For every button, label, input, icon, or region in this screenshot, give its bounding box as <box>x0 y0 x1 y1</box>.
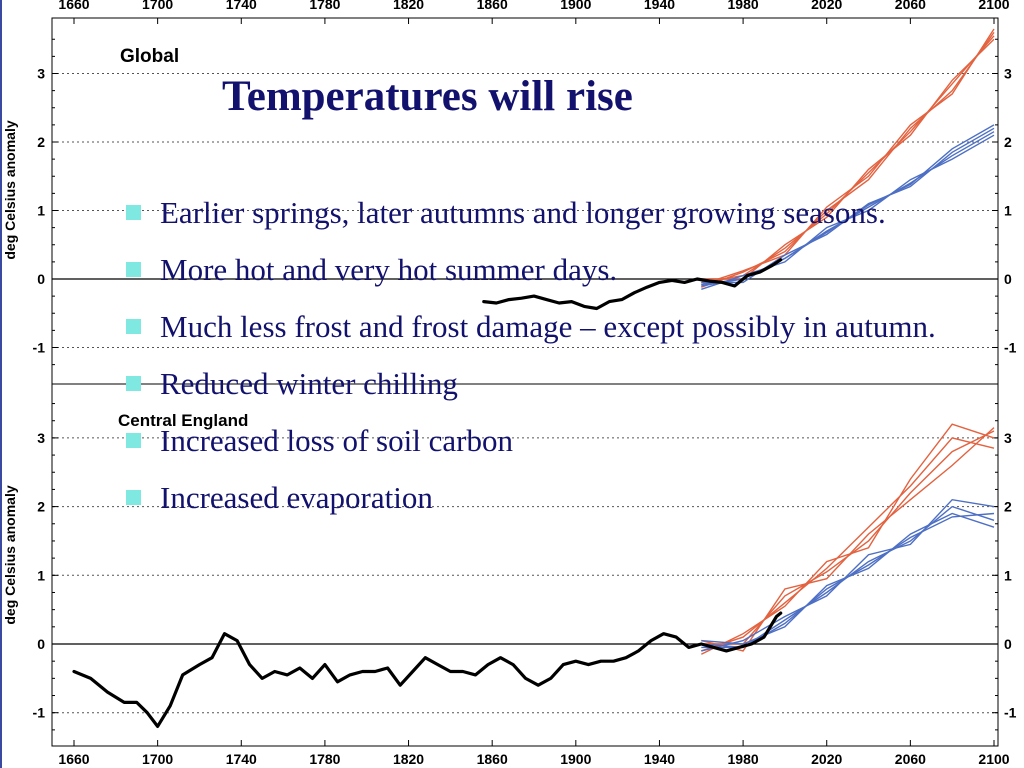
x-tick-label-top: 2060 <box>895 0 926 12</box>
x-tick-label-top: 1740 <box>226 0 257 12</box>
x-tick-label-top: 1900 <box>560 0 591 12</box>
x-tick-label-top: 1940 <box>644 0 675 12</box>
square-bullet-icon <box>126 433 141 448</box>
projection-line-high <box>700 423 995 655</box>
x-tick-label-top: 2100 <box>978 0 1009 12</box>
x-tick-label-bottom: 1740 <box>226 751 257 767</box>
x-tick-label-bottom: 1660 <box>58 751 89 767</box>
x-tick-label-bottom: 1860 <box>477 751 508 767</box>
projection-line-high <box>701 28 995 286</box>
y-tick-label-right: 2 <box>1004 499 1012 515</box>
bullet-item: Increased loss of soil carbon <box>120 420 980 462</box>
x-tick-label-bottom: 2060 <box>895 751 926 767</box>
bullet-item: More hot and very hot summer days. <box>120 249 980 291</box>
bullet-text: Increased loss of soil carbon <box>160 423 513 458</box>
y-tick-label-left: 3 <box>37 66 45 82</box>
panel-title: Central England <box>118 411 248 430</box>
square-bullet-icon <box>126 205 141 220</box>
y-tick-label-right: 0 <box>1004 636 1012 652</box>
bullet-list: Earlier springs, later autumns and longe… <box>120 192 980 534</box>
square-bullet-icon <box>126 490 141 505</box>
bullet-item: Increased evaporation <box>120 477 980 519</box>
y-tick-label-right: -1 <box>1004 340 1017 356</box>
y-tick-label-left: 2 <box>37 499 45 515</box>
y-axis-label: deg Celsius anomaly <box>2 485 18 624</box>
y-tick-label-right: 1 <box>1004 203 1012 219</box>
y-tick-label-left: -1 <box>33 705 46 721</box>
panel-title: Global <box>120 46 179 67</box>
y-tick-label-right: 1 <box>1004 567 1012 583</box>
y-tick-label-left: 1 <box>37 567 45 583</box>
y-tick-label-right: 0 <box>1004 271 1012 287</box>
projection-line-low <box>701 498 995 652</box>
x-tick-label-bottom: 1940 <box>644 751 675 767</box>
y-tick-label-left: 0 <box>37 636 45 652</box>
left-edge-bar <box>0 0 2 768</box>
bullet-text: Reduced winter chilling <box>160 366 458 401</box>
y-tick-label-left: 3 <box>37 430 45 446</box>
x-tick-label-bottom: 1700 <box>142 751 173 767</box>
observed-line <box>482 258 783 311</box>
y-axis-label: deg Celsius anomaly <box>2 120 18 259</box>
x-tick-label-bottom: 2020 <box>811 751 842 767</box>
bullet-text: More hot and very hot summer days. <box>160 252 618 287</box>
observed-line <box>72 611 783 729</box>
y-tick-label-left: 1 <box>37 203 45 219</box>
x-tick-label-top: 1780 <box>309 0 340 12</box>
bullet-item: Much less frost and frost damage – excep… <box>120 306 980 348</box>
x-tick-label-top: 2020 <box>811 0 842 12</box>
y-tick-label-right: 3 <box>1004 430 1012 446</box>
y-tick-label-left: 2 <box>37 134 45 150</box>
y-tick-label-right: 2 <box>1004 134 1012 150</box>
x-tick-label-top: 1860 <box>477 0 508 12</box>
x-tick-label-top: 1660 <box>58 0 89 12</box>
x-tick-label-top: 1700 <box>142 0 173 12</box>
x-tick-label-bottom: 1820 <box>393 751 424 767</box>
square-bullet-icon <box>126 376 141 391</box>
bullet-item: Earlier springs, later autumns and longe… <box>120 192 980 234</box>
x-tick-label-top: 1820 <box>393 0 424 12</box>
bullet-text: Earlier springs, later autumns and longe… <box>160 195 886 230</box>
x-tick-label-bottom: 1780 <box>309 751 340 767</box>
y-tick-label-left: 0 <box>37 271 45 287</box>
bullet-text: Much less frost and frost damage – excep… <box>160 309 936 344</box>
slide-title: Temperatures will rise <box>222 73 633 120</box>
square-bullet-icon <box>126 262 141 277</box>
y-tick-label-left: -1 <box>33 340 46 356</box>
plot-frame <box>51 17 999 747</box>
projection-line-high <box>701 437 995 652</box>
y-tick-label-right: 3 <box>1004 66 1012 82</box>
x-tick-label-bottom: 1980 <box>728 751 759 767</box>
bullet-text: Increased evaporation <box>160 480 433 515</box>
square-bullet-icon <box>126 319 141 334</box>
x-tick-label-bottom: 1900 <box>560 751 591 767</box>
bullet-item: Reduced winter chilling <box>120 363 980 405</box>
x-tick-label-bottom: 2100 <box>978 751 1009 767</box>
y-tick-label-right: -1 <box>1004 705 1017 721</box>
x-tick-label-top: 1980 <box>728 0 759 12</box>
